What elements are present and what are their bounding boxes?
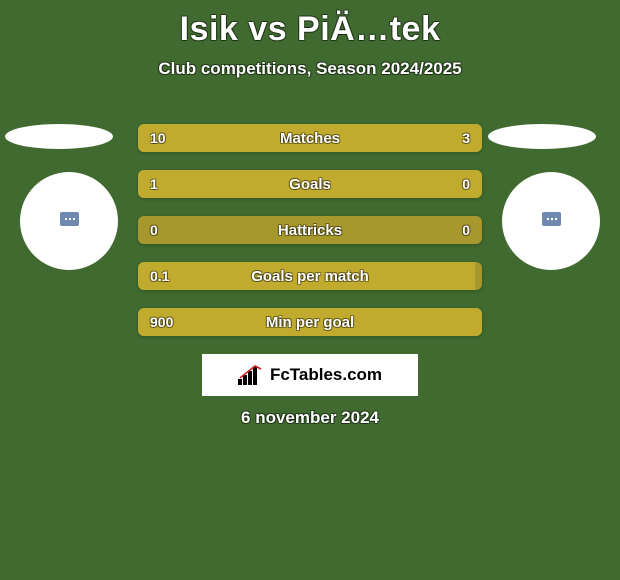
fctables-logo-icon [238,365,264,385]
stat-bar-row: 0.1Goals per match [138,262,482,290]
stat-bar-row: 900Min per goal [138,308,482,336]
stat-label: Goals per match [138,262,482,290]
comparison-card: Isik vs PiÄ…tek Club competitions, Seaso… [0,0,620,580]
attribution-text: FcTables.com [270,365,382,385]
team-right-chip-icon [542,212,561,226]
stat-label: Hattricks [138,216,482,244]
stat-label: Min per goal [138,308,482,336]
player-right-shadow [488,124,596,149]
stat-label: Matches [138,124,482,152]
team-left-chip-icon [60,212,79,226]
stat-bars: 103Matches 10Goals 00Hattricks 0.1Goals per… [138,124,482,354]
subtitle: Club competitions, Season 2024/2025 [0,59,620,79]
attribution-badge: FcTables.com [202,354,418,396]
page-title: Isik vs PiÄ…tek [0,0,620,49]
player-left-shadow [5,124,113,149]
stat-label: Goals [138,170,482,198]
stat-bar-row: 103Matches [138,124,482,152]
date-line: 6 november 2024 [0,408,620,428]
stat-bar-row: 00Hattricks [138,216,482,244]
stat-bar-row: 10Goals [138,170,482,198]
